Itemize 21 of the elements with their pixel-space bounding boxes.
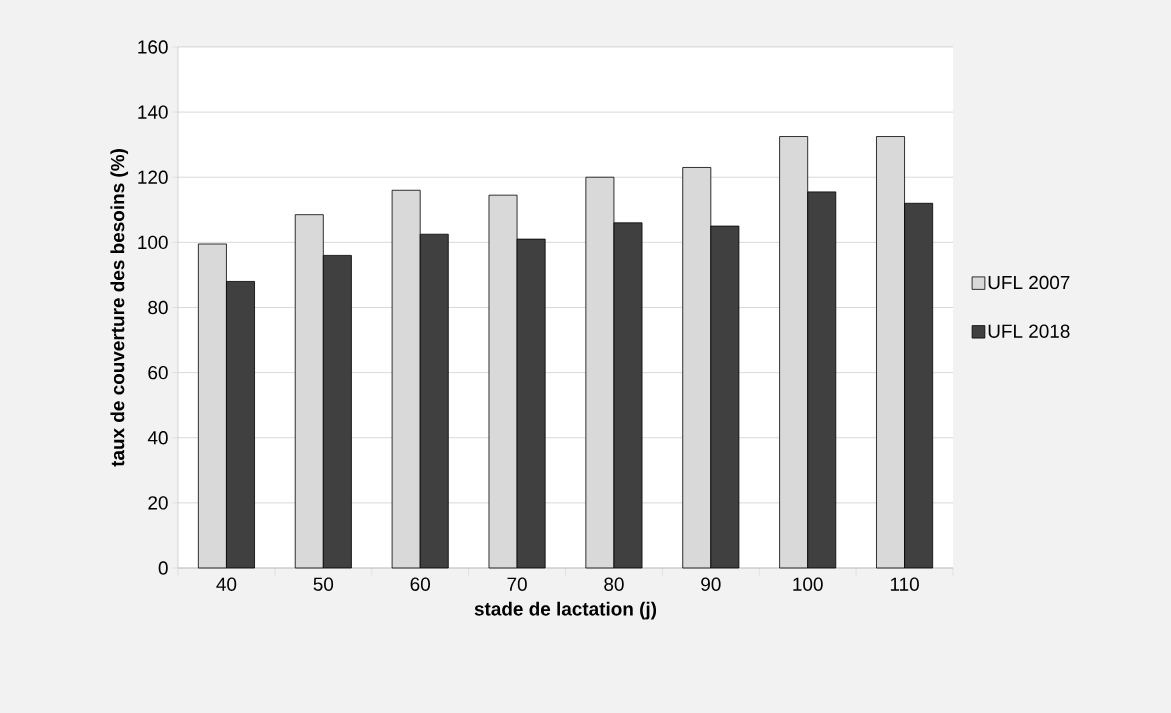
x-tick-label: 50	[313, 577, 334, 591]
y-tick-label: 160	[138, 40, 168, 54]
y-tick-label: 0	[158, 561, 168, 575]
x-tick-label: 80	[604, 577, 624, 591]
legend-label: UFL 2018	[988, 324, 1070, 338]
x-tick-label: 110	[890, 577, 919, 591]
y-tick-label: 80	[148, 300, 168, 315]
legend-label: UFL 2007	[988, 275, 1070, 290]
y-tick-label: 20	[148, 496, 168, 510]
x-tick-label: 70	[507, 577, 527, 591]
y-tick-label: 100	[138, 235, 168, 250]
x-axis-title: stade de lactation (j)	[474, 601, 657, 620]
x-tick-label: 90	[701, 577, 721, 591]
x-tick-label: 40	[216, 577, 237, 591]
y-tick-label: 40	[147, 431, 168, 445]
x-tick-label: 60	[410, 577, 430, 591]
x-tick-label: 100	[793, 577, 823, 591]
y-tick-label: 120	[138, 170, 168, 184]
y-tick-label: 140	[138, 105, 168, 119]
y-tick-label: 60	[148, 365, 168, 380]
y-axis-title: taux de couverture des besoins (%)	[110, 149, 129, 467]
